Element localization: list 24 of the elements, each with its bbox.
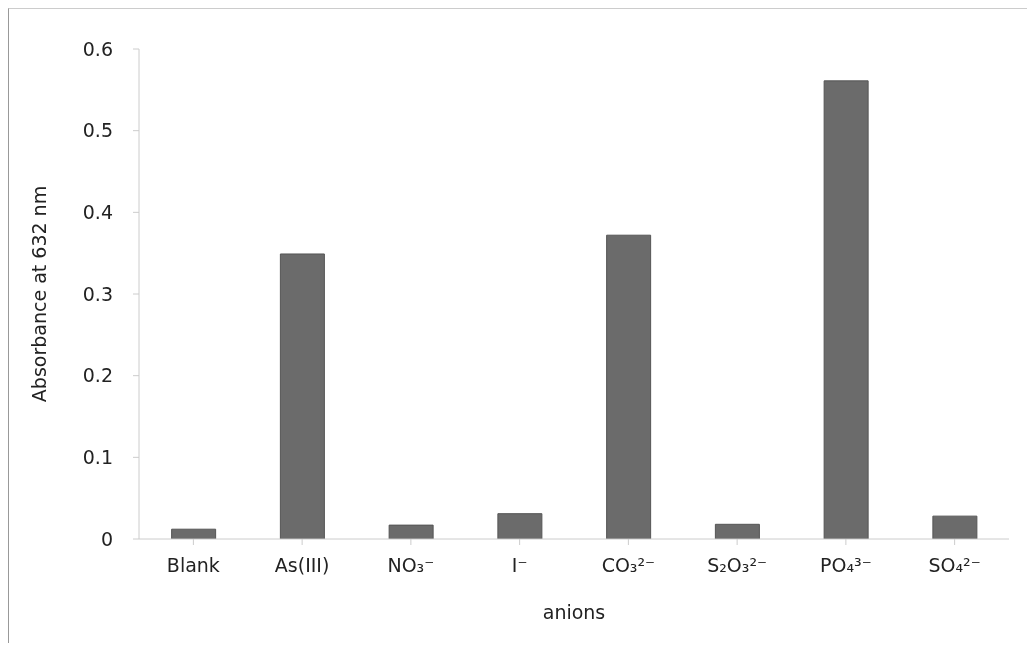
y-tick-label: 0.4	[82, 201, 113, 224]
x-tick-label: Blank	[166, 554, 220, 577]
x-tick-label: NO₃⁻	[387, 554, 435, 577]
bar	[823, 80, 869, 539]
bar	[279, 253, 325, 539]
x-tick-label: As(III)	[274, 554, 330, 577]
bar	[714, 523, 760, 539]
bar	[932, 515, 978, 539]
x-tick-label: S₂O₃²⁻	[707, 554, 768, 577]
bar	[388, 524, 434, 539]
bar	[606, 234, 652, 539]
x-tick-label: CO₃²⁻	[601, 554, 656, 577]
y-tick-label: 0.6	[82, 37, 113, 60]
x-tick-label: PO₄³⁻	[820, 554, 872, 577]
y-tick-label: 0.3	[82, 282, 113, 305]
x-axis-title: anions	[542, 601, 606, 623]
bar	[497, 513, 543, 539]
y-axis-title: Absorbance at 632 nm	[27, 185, 50, 403]
y-tick-label: 0.5	[82, 119, 113, 142]
x-tick-label: SO₄²⁻	[928, 554, 981, 577]
y-tick-label: 0.2	[82, 364, 113, 387]
y-tick-label: 0	[100, 527, 113, 550]
y-tick-label: 0.1	[82, 446, 113, 469]
x-tick-label: I⁻	[511, 554, 528, 577]
